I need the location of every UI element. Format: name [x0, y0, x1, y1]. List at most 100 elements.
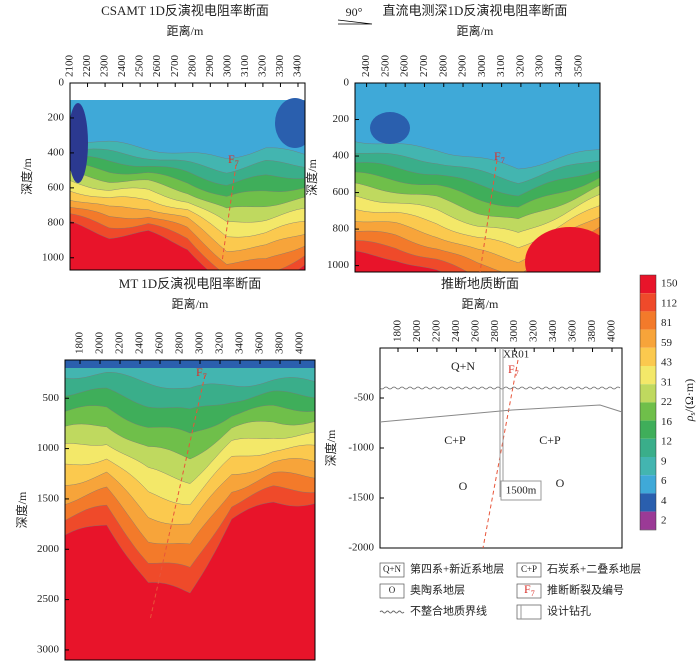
- fault-sub: 7: [235, 159, 239, 168]
- x-tick-label: 2300: [99, 55, 111, 78]
- x-tick-label: 1800: [74, 332, 86, 355]
- y-axis-label: 深度/m: [323, 429, 338, 466]
- x-tick-label: 2800: [489, 320, 501, 342]
- colorbar-label: 59: [661, 337, 673, 349]
- fault-label: F7: [508, 362, 519, 378]
- x-tick-label: 3600: [567, 320, 579, 343]
- legend-box: [516, 583, 542, 599]
- contour-fill: [355, 83, 600, 272]
- x-axis-label: 距离/m: [457, 23, 494, 38]
- x-tick-label: 2700: [418, 55, 430, 78]
- colorbar-label: 81: [661, 317, 672, 329]
- colorbar-box: [640, 347, 656, 366]
- x-tick-label: 2400: [116, 55, 128, 78]
- colorbar-box: [640, 493, 656, 512]
- x-tick-label: 3200: [256, 55, 268, 78]
- legend-symbol: O: [389, 585, 396, 595]
- colorbar-label: 150: [661, 278, 678, 290]
- legend-symbol: Q+N: [383, 564, 402, 574]
- x-tick-label: 3800: [274, 332, 286, 355]
- x-tick-label: 3400: [292, 55, 304, 78]
- x-tick-label: 3500: [572, 55, 584, 78]
- x-tick-label: 3200: [214, 332, 226, 355]
- colorbar-box: [640, 329, 656, 348]
- contour-fill: [65, 360, 315, 660]
- legend-symbol: C+P: [521, 564, 537, 574]
- y-tick-label: 400: [48, 146, 65, 158]
- y-tick-label: 800: [333, 223, 350, 235]
- y-tick-label: -1000: [348, 442, 374, 454]
- legend-text: 不整合地质界线: [410, 604, 487, 618]
- y-tick-label: 1000: [327, 259, 350, 271]
- fault-label: F7: [196, 365, 207, 381]
- legend-wave: [379, 610, 405, 614]
- legend-text: 石炭系+二叠系地层: [547, 563, 641, 576]
- x-tick-label: 2500: [134, 55, 146, 78]
- x-tick-label: 4000: [606, 320, 618, 343]
- x-tick-label: 3000: [221, 55, 233, 78]
- fault-sub: 7: [501, 156, 505, 165]
- fault-name: F: [494, 149, 501, 163]
- cb-unit: /(Ω·m): [682, 379, 696, 413]
- y-tick-label: 1000: [37, 442, 60, 454]
- frame: [69, 82, 306, 271]
- x-tick-label: 1800: [392, 320, 404, 343]
- x-tick-label: 2400: [450, 320, 462, 343]
- x-tick-label: 3100: [495, 55, 507, 77]
- legend-box: [516, 562, 542, 578]
- panel-title: MT 1D反演视电阻率断面: [119, 276, 261, 291]
- colorbar-label: 12: [661, 436, 672, 448]
- strata-boundary: [379, 404, 623, 423]
- x-tick-label: 2100: [64, 55, 76, 78]
- y-tick-label: 2500: [37, 593, 60, 605]
- x-tick-label: 3300: [274, 55, 286, 78]
- x-tick-label: 2800: [437, 55, 449, 78]
- y-axis-label: 深度/m: [14, 491, 29, 528]
- colorbar-label: 112: [661, 297, 677, 309]
- fault-sub: 7: [515, 369, 519, 378]
- x-tick-label: 2400: [134, 332, 146, 355]
- x-tick-label: 3100: [239, 55, 251, 78]
- x-tick-label: 2000: [94, 332, 106, 355]
- y-tick-label: 600: [333, 186, 350, 198]
- y-tick-label: 0: [59, 77, 65, 89]
- y-tick-label: 0: [344, 77, 350, 89]
- fault-sub: 7: [203, 372, 207, 381]
- colorbar-box: [640, 366, 656, 385]
- fault-label: F7: [524, 582, 535, 598]
- fault-line: [221, 164, 237, 263]
- x-tick-label: 3000: [508, 319, 520, 342]
- top-strip: [65, 360, 315, 368]
- x-tick-label: 3400: [234, 332, 246, 355]
- x-tick-label: 2000: [411, 320, 423, 343]
- bg: [380, 348, 622, 548]
- y-tick-label: 500: [43, 392, 60, 404]
- y-tick-label: -500: [354, 392, 375, 404]
- colorbar-box: [640, 475, 656, 494]
- x-axis-label: 距离/m: [462, 296, 499, 311]
- panel-title: 直流电测深1D反演视电阻率断面: [383, 3, 568, 18]
- y-tick-label: 2000: [37, 543, 60, 555]
- x-tick-label: 4000: [294, 332, 306, 355]
- colorbar-label: 2: [661, 515, 667, 527]
- colorbar-title: ρs/(Ω·m): [682, 379, 697, 422]
- fault-name: F: [196, 365, 203, 379]
- x-tick-label: 3000: [194, 332, 206, 355]
- legend-box: [516, 604, 542, 620]
- unit-label: O: [459, 479, 468, 493]
- x-tick-label: 2500: [379, 55, 391, 78]
- low-zone: [370, 112, 410, 144]
- panel-title: CSAMT 1D反演视电阻率断面: [101, 3, 269, 18]
- band: [70, 220, 305, 270]
- colorbar-box: [640, 420, 656, 439]
- low-zone: [70, 103, 88, 183]
- y-tick-label: 600: [48, 181, 65, 193]
- colorbar-box: [640, 438, 656, 457]
- legend-text: 设计钻孔: [547, 604, 591, 618]
- high-zone: [525, 227, 600, 272]
- low-zone: [275, 98, 305, 148]
- x-tick-label: 2600: [151, 55, 163, 78]
- fault-name: F: [228, 152, 235, 166]
- x-tick-label: 3400: [553, 55, 565, 78]
